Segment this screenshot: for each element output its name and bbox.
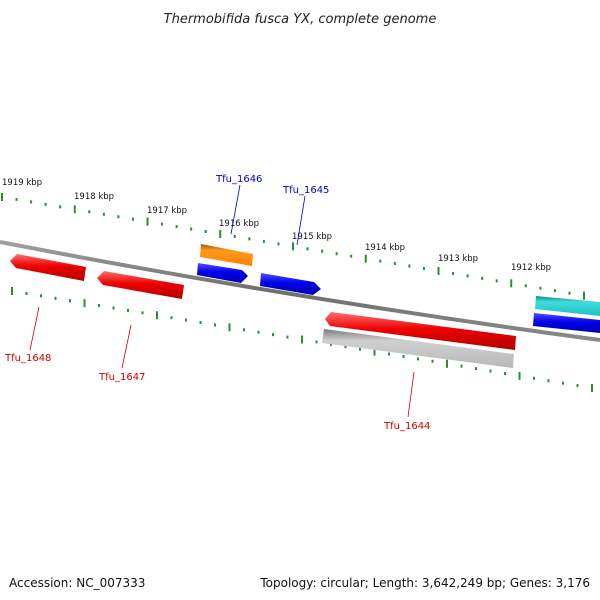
kbp-label: 1915 kbp (292, 232, 332, 242)
gene-tfu-1644[interactable] (325, 312, 516, 350)
genome-backbone (0, 240, 600, 342)
gene-tfu-1646[interactable] (197, 263, 248, 283)
leader-line (121, 324, 132, 369)
genome-summary-text: Topology: circular; Length: 3,642,249 bp… (259, 576, 590, 590)
leader-line (29, 306, 40, 351)
gene-tfu-1647[interactable] (97, 271, 184, 299)
leader-line (230, 184, 241, 235)
kbp-label: 1914 kbp (365, 243, 405, 253)
scale-upper-row (1, 193, 585, 300)
kbp-label: 1916 kbp (219, 219, 259, 229)
gene-label-tfu-1645[interactable]: Tfu_1645 (282, 185, 329, 196)
plus-strand-features (197, 244, 600, 333)
gene-label-tfu-1644[interactable]: Tfu_1644 (383, 421, 430, 432)
kbp-label: 1912 kbp (511, 263, 551, 273)
gene-label-tfu-1647[interactable]: Tfu_1647 (98, 372, 145, 383)
map-title: Thermobifida fusca YX, complete genome (164, 12, 437, 27)
orange-feature[interactable] (200, 244, 253, 266)
gene-label-tfu-1648[interactable]: Tfu_1648 (4, 353, 51, 364)
gene-right-edge[interactable] (533, 313, 600, 333)
accession-text: Accession: NC_007333 (9, 576, 145, 590)
kbp-label: 1918 kbp (74, 192, 114, 202)
leader-line (296, 195, 306, 246)
gene-tfu-1648[interactable] (10, 254, 86, 281)
cyan-feature[interactable] (535, 296, 600, 316)
leader-line (407, 371, 415, 418)
gray-feature[interactable] (322, 329, 514, 368)
kbp-label: 1913 kbp (438, 254, 478, 264)
gene-tfu-1645[interactable] (260, 273, 321, 295)
kbp-label: 1919 kbp (2, 178, 42, 188)
kbp-label: 1917 kbp (147, 206, 187, 216)
gene-label-tfu-1646[interactable]: Tfu_1646 (215, 174, 262, 185)
minus-strand-features (10, 254, 516, 368)
gene-labels: Tfu_1646 Tfu_1645 Tfu_1648 Tfu_1647 Tfu_… (4, 174, 430, 432)
kbp-labels: 1919 kbp 1918 kbp 1917 kbp 1916 kbp 1915… (2, 178, 551, 273)
scale-lower-row (11, 287, 593, 392)
gene-leader-lines (29, 184, 415, 418)
